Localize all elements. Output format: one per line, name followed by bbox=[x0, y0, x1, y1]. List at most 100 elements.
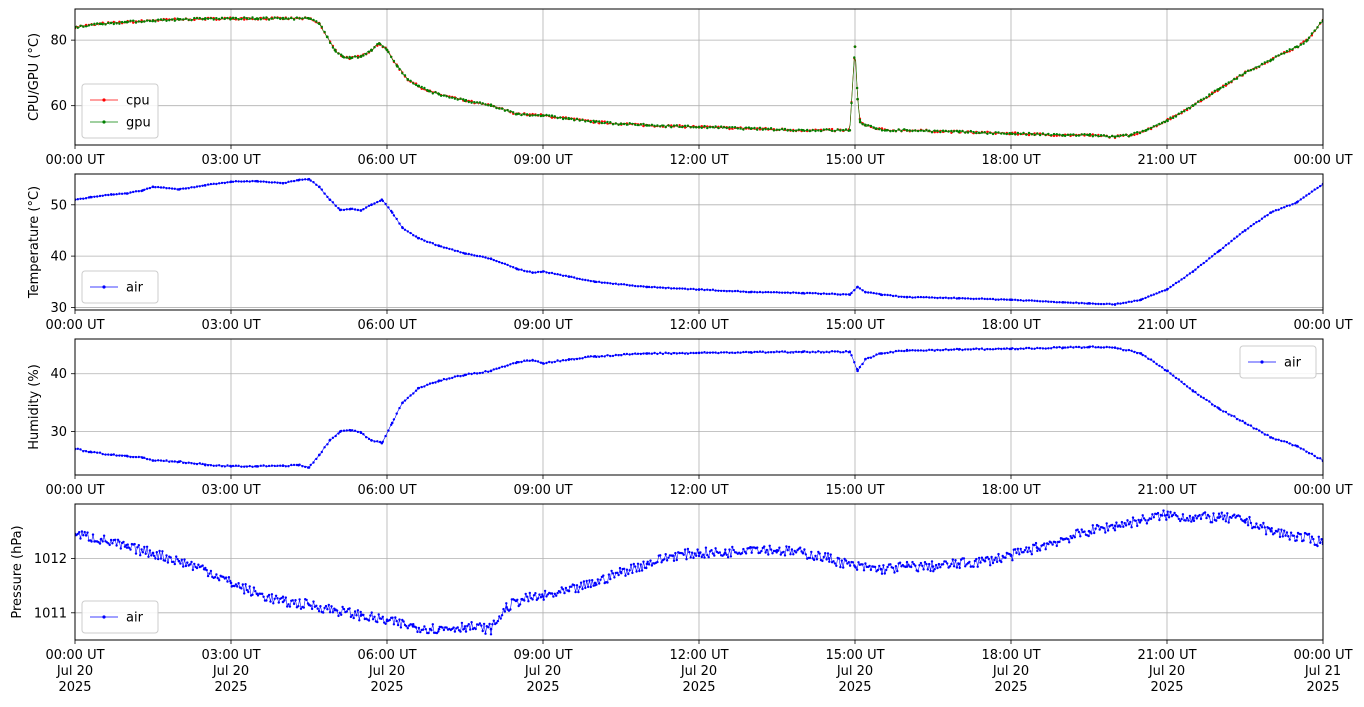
data-point bbox=[1283, 52, 1286, 55]
data-point bbox=[528, 359, 531, 362]
data-point bbox=[778, 128, 781, 132]
data-point bbox=[731, 126, 734, 129]
data-point bbox=[498, 615, 501, 618]
data-point bbox=[1094, 134, 1097, 137]
data-point bbox=[914, 296, 917, 299]
data-point bbox=[1212, 512, 1215, 515]
data-point bbox=[896, 569, 899, 573]
data-point bbox=[747, 126, 751, 129]
data-point bbox=[226, 464, 229, 467]
data-point bbox=[187, 18, 190, 21]
data-point bbox=[1252, 222, 1255, 226]
data-point bbox=[781, 127, 784, 131]
data-point bbox=[767, 351, 770, 354]
data-point bbox=[1155, 124, 1158, 127]
data-point bbox=[936, 296, 939, 300]
data-point bbox=[1097, 524, 1100, 528]
data-point bbox=[556, 359, 559, 362]
data-point bbox=[173, 17, 176, 20]
data-point bbox=[957, 562, 961, 566]
data-point bbox=[989, 297, 992, 301]
data-point bbox=[373, 615, 376, 618]
data-point bbox=[1063, 301, 1067, 304]
data-point bbox=[922, 296, 925, 299]
data-point bbox=[1014, 298, 1017, 301]
data-point bbox=[972, 565, 975, 568]
data-point bbox=[345, 610, 348, 613]
data-point bbox=[168, 19, 171, 22]
legend-box bbox=[1239, 345, 1317, 379]
data-point bbox=[925, 349, 928, 352]
data-point bbox=[639, 123, 642, 126]
y-axis-label: CPU/GPU (°C) bbox=[27, 33, 42, 121]
data-point bbox=[1155, 292, 1158, 295]
data-point bbox=[184, 17, 188, 20]
data-point bbox=[1252, 427, 1255, 430]
legend: air bbox=[81, 600, 159, 634]
data-point bbox=[975, 297, 978, 300]
data-point bbox=[1034, 541, 1038, 545]
data-point bbox=[1194, 102, 1197, 106]
data-point bbox=[531, 359, 534, 362]
data-point bbox=[448, 377, 451, 380]
data-point bbox=[1138, 131, 1142, 135]
data-point bbox=[1205, 398, 1208, 402]
data-point bbox=[1316, 544, 1319, 548]
data-point bbox=[1019, 132, 1022, 136]
data-point bbox=[1098, 528, 1101, 531]
data-point bbox=[340, 53, 343, 56]
data-point bbox=[758, 551, 762, 554]
data-point bbox=[287, 603, 290, 606]
data-point bbox=[682, 553, 685, 556]
data-point bbox=[1264, 533, 1268, 536]
data-point bbox=[817, 550, 820, 554]
data-point bbox=[284, 181, 287, 185]
data-point bbox=[614, 353, 617, 357]
data-point bbox=[856, 369, 859, 373]
data-point bbox=[781, 291, 784, 294]
data-point bbox=[703, 288, 706, 292]
data-point bbox=[1277, 528, 1280, 531]
data-point bbox=[814, 291, 817, 295]
data-point bbox=[1280, 528, 1283, 531]
data-point bbox=[193, 16, 196, 20]
data-point bbox=[553, 115, 556, 118]
data-point bbox=[1158, 291, 1161, 294]
data-point bbox=[159, 18, 163, 21]
data-point bbox=[169, 556, 172, 559]
data-point bbox=[1000, 560, 1003, 564]
data-point bbox=[897, 295, 900, 298]
data-point bbox=[265, 180, 268, 184]
data-point bbox=[548, 114, 551, 117]
data-point bbox=[578, 357, 581, 360]
data-point bbox=[331, 46, 335, 49]
data-point bbox=[667, 556, 670, 559]
data-point bbox=[134, 190, 138, 193]
data-point bbox=[201, 184, 204, 187]
data-point bbox=[154, 557, 157, 560]
data-point bbox=[1091, 135, 1095, 138]
data-point bbox=[1258, 65, 1261, 68]
data-point bbox=[765, 548, 769, 552]
data-point bbox=[195, 566, 199, 570]
data-point bbox=[359, 431, 363, 435]
data-point bbox=[835, 564, 838, 567]
data-point bbox=[367, 619, 371, 622]
data-point bbox=[1044, 548, 1047, 551]
data-point bbox=[215, 573, 218, 576]
data-point bbox=[416, 386, 420, 390]
data-point bbox=[315, 20, 318, 23]
data-point bbox=[137, 190, 140, 193]
data-point bbox=[1119, 347, 1122, 350]
data-point bbox=[76, 26, 80, 29]
data-point bbox=[1191, 389, 1195, 393]
data-point bbox=[1142, 517, 1146, 520]
data-point bbox=[1147, 357, 1150, 360]
data-point bbox=[876, 568, 880, 572]
data-point bbox=[893, 571, 896, 574]
data-point bbox=[1063, 134, 1067, 138]
data-point bbox=[925, 295, 928, 299]
data-point bbox=[327, 603, 330, 607]
data-point bbox=[952, 130, 956, 133]
data-point bbox=[628, 353, 631, 356]
